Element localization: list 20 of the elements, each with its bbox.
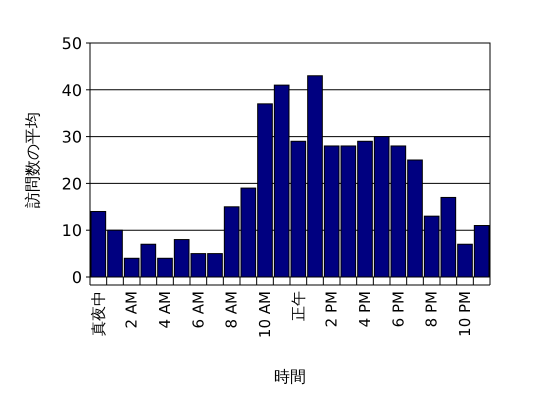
- y-tick-label: 40: [62, 80, 82, 100]
- x-tick-label: 2 AM: [122, 291, 141, 329]
- y-axis-title: 訪問数の平均: [23, 112, 42, 208]
- x-tick-label: 6 AM: [189, 291, 208, 329]
- x-tick-label: 10 AM: [256, 291, 274, 338]
- x-tick-label: 4 AM: [156, 291, 174, 329]
- x-tick-label: 真夜中: [89, 291, 108, 336]
- x-tick-label: 4 PM: [356, 291, 374, 328]
- y-tick-label: 0: [72, 268, 82, 287]
- x-tick-label: 8 PM: [422, 291, 441, 328]
- x-axis-title: 時間: [274, 367, 306, 386]
- x-tick-label: 2 PM: [322, 291, 341, 328]
- x-tick-label: 8 AM: [222, 291, 241, 329]
- y-tick-label: 50: [62, 34, 82, 53]
- x-tick-label: 10 PM: [456, 291, 474, 337]
- y-tick-label: 20: [62, 174, 82, 194]
- y-tick-label: 30: [62, 128, 82, 147]
- x-tick-label: 6 PM: [389, 291, 408, 328]
- y-tick-label: 10: [62, 221, 82, 240]
- x-tick-label: 正午: [289, 291, 308, 321]
